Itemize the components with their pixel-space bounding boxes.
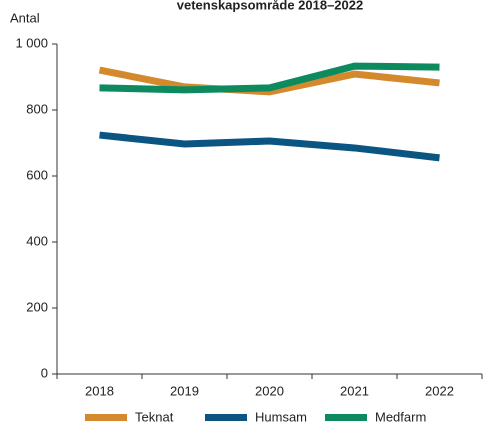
- y-tick-label: 200: [26, 299, 48, 314]
- x-tick-label: 2019: [170, 383, 199, 398]
- x-tick-label: 2020: [255, 383, 284, 398]
- y-tick-label: 800: [26, 101, 48, 116]
- legend-swatch: [325, 414, 367, 421]
- y-tick-label: 0: [41, 365, 48, 380]
- x-tick-label: 2021: [340, 383, 369, 398]
- y-tick-label: 400: [26, 233, 48, 248]
- chart-title: vetenskapsområde 2018–2022: [177, 0, 363, 12]
- y-tick-label: 600: [26, 167, 48, 182]
- x-tick-label: 2022: [425, 383, 454, 398]
- x-tick-label: 2018: [85, 383, 114, 398]
- line-series: [99, 62, 440, 94]
- legend-swatch: [205, 414, 247, 421]
- line-series: [98, 66, 440, 96]
- legend-swatch: [85, 414, 127, 421]
- line-series: [99, 131, 440, 162]
- legend-label: Medfarm: [375, 409, 426, 424]
- y-tick-label: 1 000: [15, 35, 48, 50]
- legend-label: Humsam: [255, 409, 307, 424]
- y-axis-label: Antal: [10, 10, 40, 25]
- legend-label: Teknat: [135, 409, 174, 424]
